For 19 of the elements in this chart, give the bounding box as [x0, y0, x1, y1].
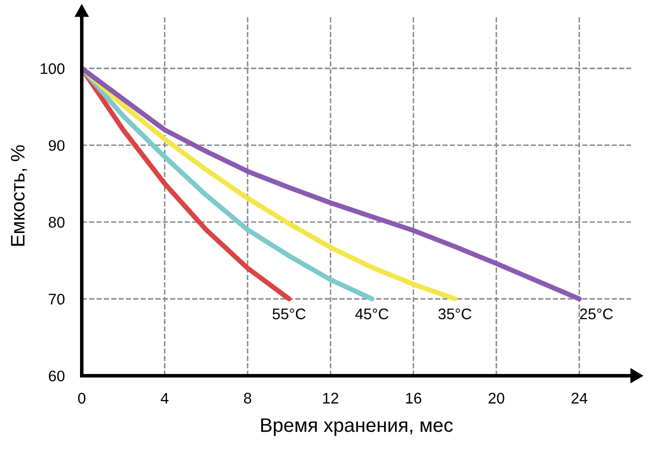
x-tick-label: 16: [406, 392, 422, 404]
y-axis-title: Емкость, %: [10, 145, 27, 246]
line-series: [82, 66, 582, 302]
y-tick-label: 70: [48, 294, 64, 305]
x-tick-label: 8: [244, 392, 252, 404]
x-axis-title: Время хранения, мес: [261, 418, 453, 436]
x-tick-label: 24: [572, 392, 588, 404]
x-tick-label: 0: [78, 392, 86, 404]
series-label: 25°C: [580, 308, 613, 320]
y-tick-label: 90: [48, 140, 64, 151]
x-tick-label: 4: [160, 392, 168, 404]
y-tick-label: 60: [48, 370, 64, 382]
series-label: 55°C: [272, 308, 306, 320]
x-tick-label: 12: [323, 392, 338, 404]
series-label: 35°C: [438, 308, 472, 320]
y-tick-label: 80: [48, 216, 64, 228]
series-label: 45°C: [355, 308, 388, 320]
y-tick-label: 100: [40, 63, 64, 74]
x-tick-label: 20: [488, 392, 504, 404]
